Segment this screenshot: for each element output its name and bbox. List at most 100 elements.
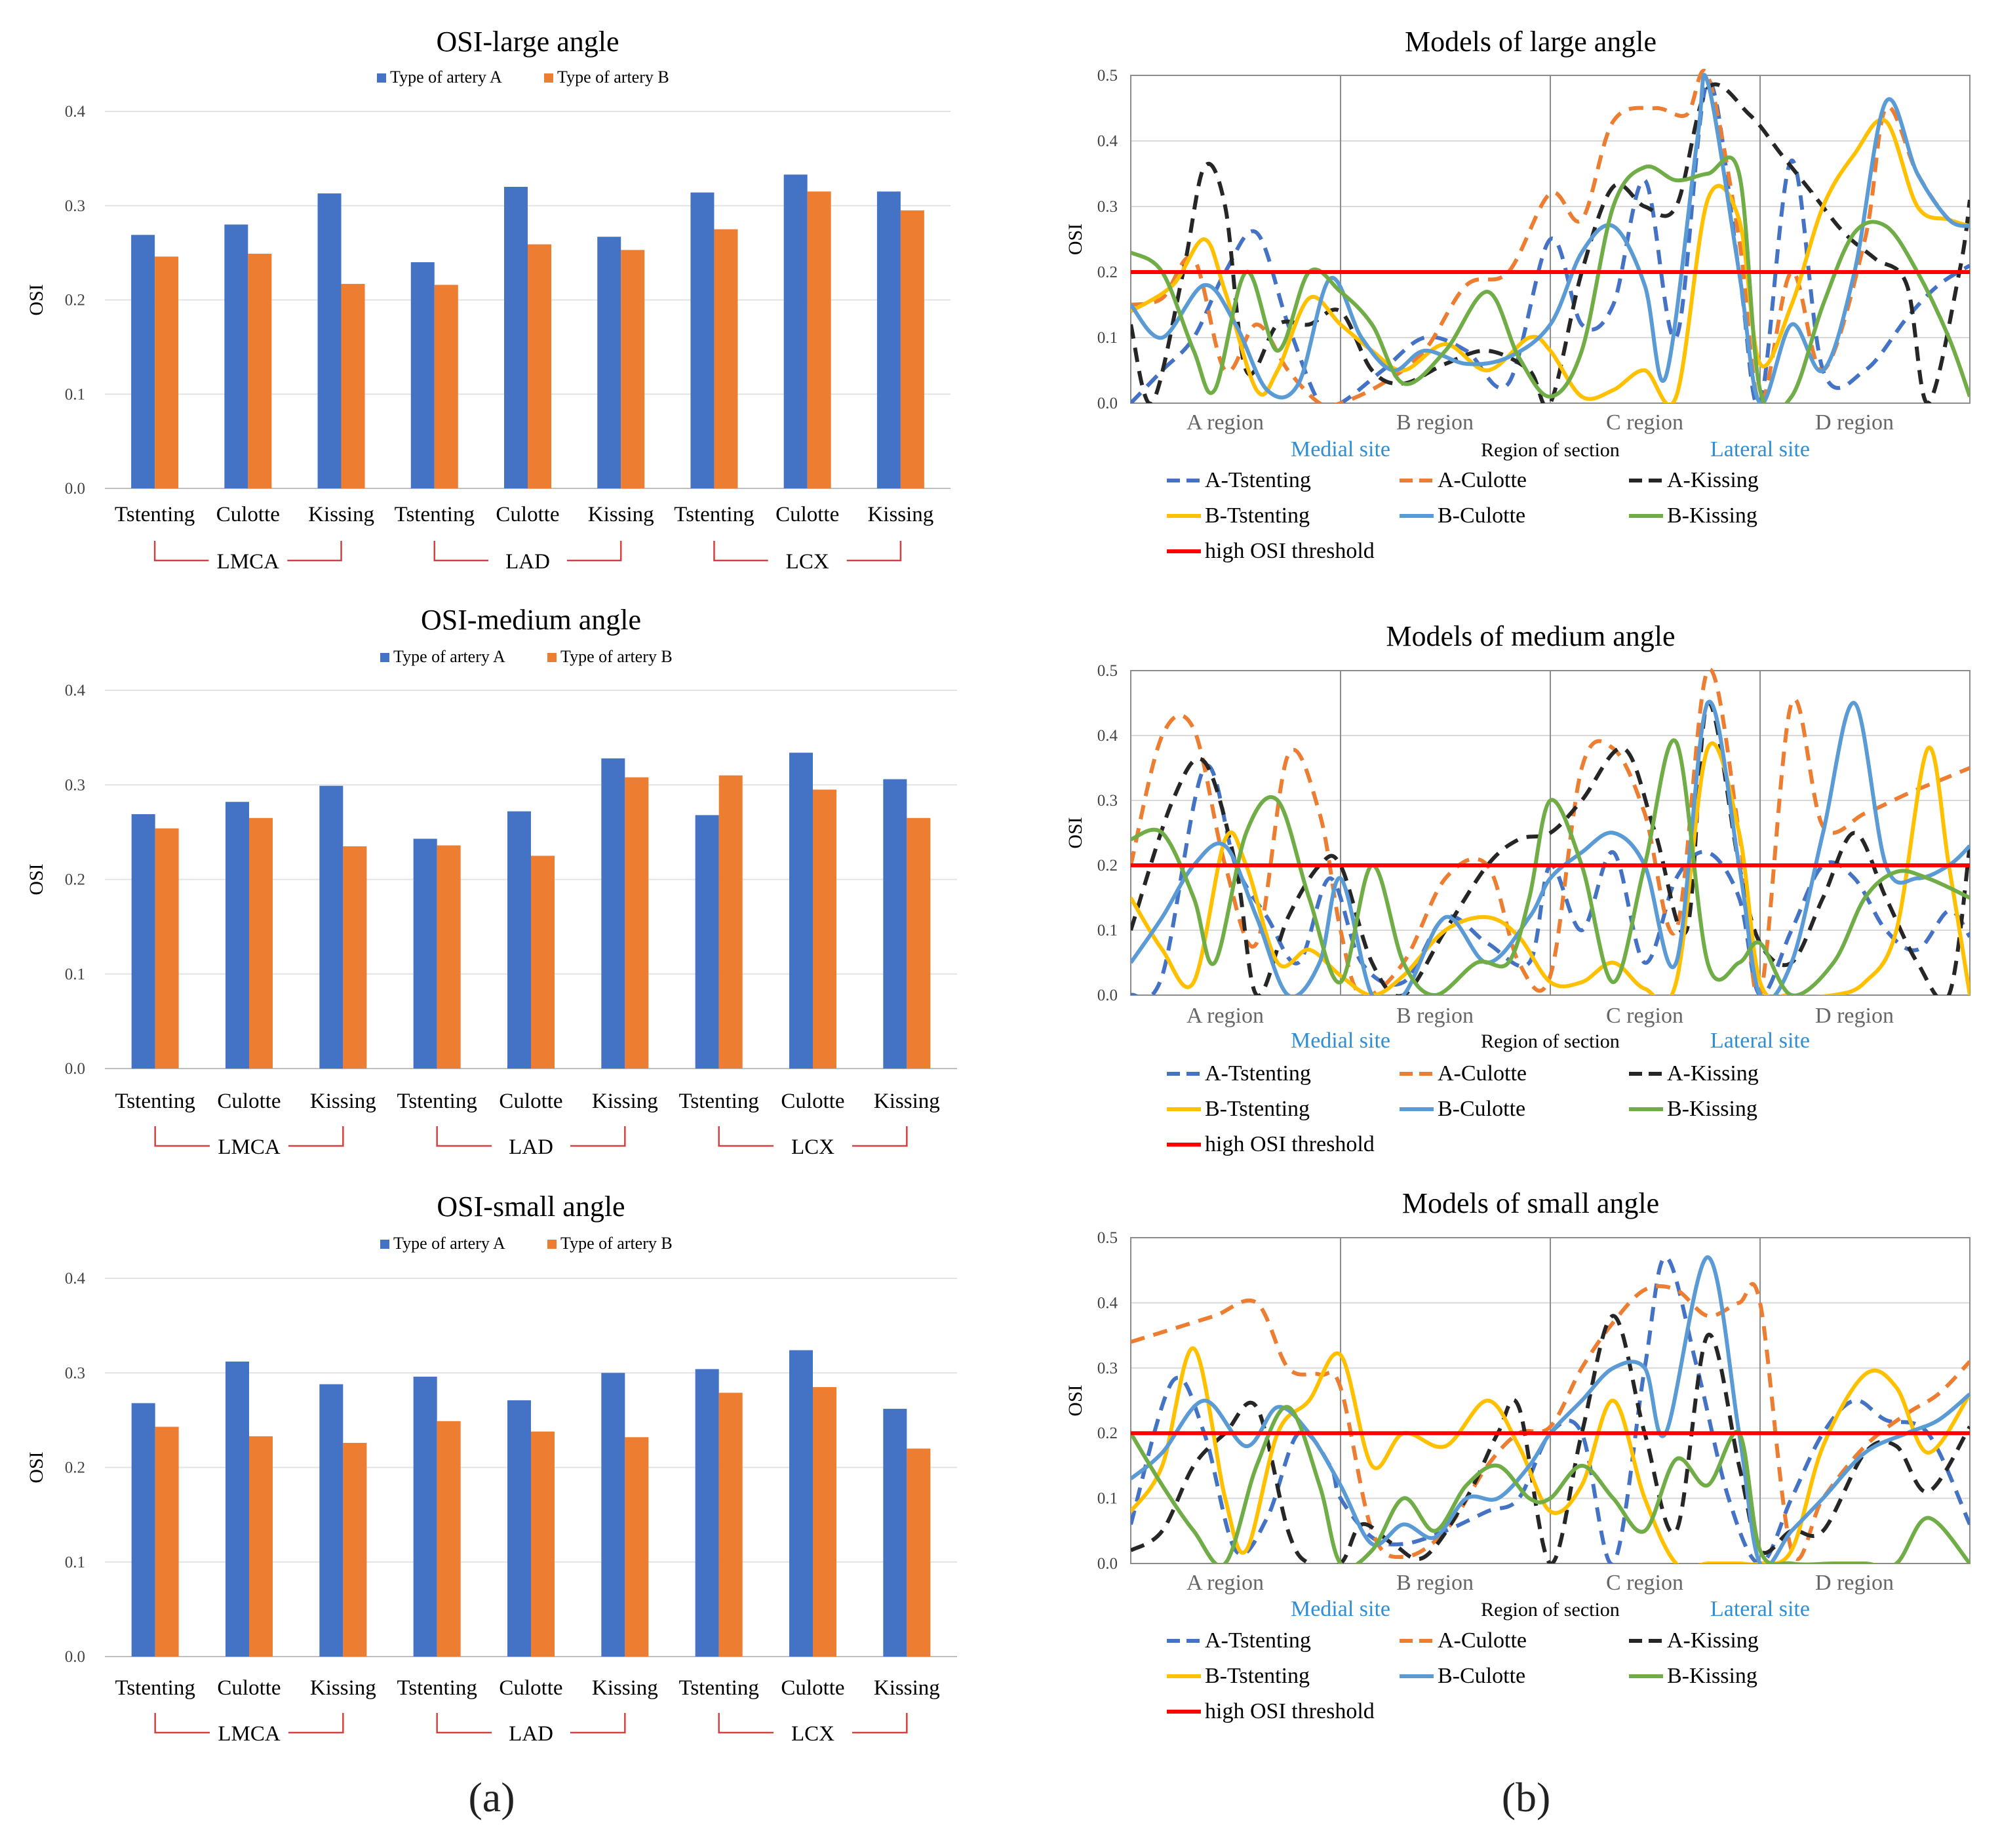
group-bracket xyxy=(436,1713,626,1734)
category-label: Tstenting xyxy=(115,503,195,526)
bar-type-b xyxy=(813,1386,836,1657)
y-tick-label: 0.2 xyxy=(1097,1425,1118,1442)
bar-type-b xyxy=(437,845,461,1069)
bar-type-b xyxy=(718,1392,743,1657)
bar-type-a xyxy=(783,174,808,488)
category-label: Kissing xyxy=(592,1090,658,1113)
region-label: B region xyxy=(1396,1571,1474,1595)
legend-label: B-Culotte xyxy=(1438,1664,1525,1688)
bar-type-a xyxy=(131,1403,155,1657)
y-tick-label: 0.2 xyxy=(1097,857,1118,875)
group-bracket xyxy=(154,1126,344,1147)
legend-label: B-Tstenting xyxy=(1205,1664,1310,1688)
legend-label: B-Tstenting xyxy=(1205,503,1310,528)
legend-label: A-Culotte xyxy=(1438,468,1527,492)
y-axis-label: OSI xyxy=(26,863,47,895)
bar-type-a xyxy=(883,1409,907,1657)
group-bracket xyxy=(436,1126,626,1147)
plot-frame xyxy=(1130,75,1971,404)
bar-chart-2: OSI-medium angle Type of artery A Type of … xyxy=(26,604,957,1159)
series-line-a-culotte xyxy=(1131,667,1970,995)
y-tick-label: 0.3 xyxy=(65,776,85,794)
bar-type-a xyxy=(690,192,715,488)
bar-type-b xyxy=(625,777,649,1069)
series-line-b-culotte xyxy=(1131,699,1970,995)
bar-type-b xyxy=(531,1431,555,1657)
region-label: A region xyxy=(1186,410,1264,435)
group-label: LAD xyxy=(509,1722,553,1746)
bar-type-a xyxy=(131,814,155,1069)
y-tick-label: 0.1 xyxy=(65,1554,85,1571)
series-line-a-tstenting xyxy=(1131,79,1970,403)
bar-type-a xyxy=(224,224,248,488)
legend-label: A-Culotte xyxy=(1438,1628,1527,1653)
y-tick-label: 0.1 xyxy=(1097,329,1118,347)
series-line-b-kissing xyxy=(1131,155,1970,403)
category-label: Kissing xyxy=(310,1090,376,1113)
bar-type-a xyxy=(504,187,528,488)
site-label-medial: Medial site xyxy=(1291,1597,1390,1621)
bar-type-b xyxy=(531,855,555,1069)
category-label: Culotte xyxy=(499,1090,562,1113)
region-label: D region xyxy=(1815,1571,1894,1595)
y-tick-label: 0.5 xyxy=(1097,1229,1118,1247)
category-label: Culotte xyxy=(781,1676,844,1700)
site-label-lateral: Lateral site xyxy=(1710,1597,1810,1621)
legend-label-type-b: Type of artery B xyxy=(557,68,669,87)
category-label: Culotte xyxy=(217,1676,281,1700)
y-tick-label: 0.0 xyxy=(1097,987,1118,1004)
y-tick-label: 0.3 xyxy=(1097,1360,1118,1377)
legend-swatch-type-a xyxy=(377,73,386,83)
category-label: Kissing xyxy=(310,1676,376,1700)
legend-label-type-a: Type of artery A xyxy=(393,1234,505,1253)
legend-label-type-b: Type of artery B xyxy=(560,1234,673,1253)
line-chart-2: Models of medium angle 0.0 0.1 0.2 0.3 0.4 0.5… xyxy=(1065,620,1971,1156)
y-tick-label: 0.3 xyxy=(1097,792,1118,810)
bar-type-a xyxy=(507,1400,531,1657)
category-label: Tstenting xyxy=(674,503,754,526)
category-label: Tstenting xyxy=(115,1676,195,1700)
bar-chart-title: OSI-large angle xyxy=(437,26,619,58)
bar-chart-title: OSI-medium angle xyxy=(421,604,641,636)
group-label: LCX xyxy=(786,550,829,574)
legend-swatch-type-b xyxy=(547,653,557,662)
bar-type-b xyxy=(907,817,931,1069)
region-label: B region xyxy=(1396,410,1474,435)
series-line-a-kissing xyxy=(1131,82,1970,403)
group-label: LCX xyxy=(791,1135,834,1159)
category-label: Tstenting xyxy=(115,1090,195,1113)
bar-type-a xyxy=(225,802,249,1069)
y-tick-label: 0.4 xyxy=(1097,132,1118,150)
bar-type-b xyxy=(155,828,179,1069)
x-axis-label: Region of section xyxy=(1481,1599,1620,1621)
group-bracket xyxy=(713,541,902,562)
bar-type-a xyxy=(507,811,531,1069)
legend-label: B-Culotte xyxy=(1438,503,1525,528)
group-label: LMCA xyxy=(217,550,280,574)
region-label: C region xyxy=(1606,1004,1683,1028)
legend-label: high OSI threshold xyxy=(1205,539,1375,563)
legend-swatch-type-a xyxy=(380,653,389,662)
bar-chart-1: OSI-large angle Type of artery A Type of a… xyxy=(26,26,951,574)
category-label: Kissing xyxy=(588,503,654,526)
series-line-b-culotte xyxy=(1131,73,1970,403)
bar-type-b xyxy=(714,229,738,488)
bar-type-a xyxy=(319,785,343,1069)
group-bracket xyxy=(433,541,622,562)
group-bracket xyxy=(154,1713,344,1734)
category-label: Culotte xyxy=(496,503,559,526)
bar-type-a xyxy=(131,235,155,488)
y-tick-label: 0.1 xyxy=(1097,1490,1118,1508)
bar-type-a xyxy=(413,838,437,1069)
y-axis-label: OSI xyxy=(26,1451,47,1483)
line-chart-title: Models of large angle xyxy=(1405,26,1657,58)
group-label: LCX xyxy=(791,1722,834,1746)
line-chart-1: Models of large angle 0.0 0.1 0.2 0.3 0.4 0.5 O… xyxy=(1065,26,1971,563)
bar-type-b xyxy=(343,846,367,1069)
series-line-a-culotte xyxy=(1131,1282,1970,1562)
legend-label: A-Kissing xyxy=(1667,1628,1759,1653)
bar-type-a xyxy=(789,1350,813,1657)
region-label: C region xyxy=(1606,1571,1683,1595)
line-chart-title: Models of medium angle xyxy=(1386,620,1675,652)
